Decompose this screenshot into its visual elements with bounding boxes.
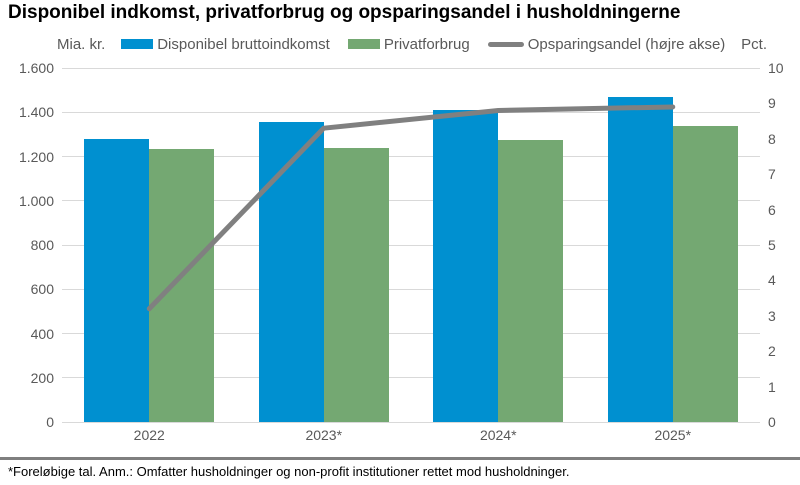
- left-axis-tick-label: 400: [30, 325, 54, 342]
- x-axis-labels: 2022 2023* 2024* 2025*: [62, 427, 760, 445]
- x-axis-category-label: 2025*: [654, 427, 692, 443]
- left-axis-tick-label: 1.400: [18, 104, 54, 121]
- left-axis-tick-label: 0: [46, 414, 54, 430]
- right-axis-tick-label: 8: [768, 130, 776, 147]
- footer-divider: [0, 457, 800, 460]
- left-axis-unit-label: Mia. kr.: [57, 35, 106, 53]
- left-axis-tick-label: 1.200: [18, 148, 54, 165]
- legend-bar-swatch: [347, 39, 380, 49]
- gridline: [62, 377, 760, 379]
- legend-item: Opsparingsandel (højre akse): [487, 35, 726, 53]
- right-axis-tick-label: 7: [768, 166, 776, 183]
- legend-item-label: Disponibel bruttoindkomst: [157, 35, 330, 53]
- footnote: *Foreløbige tal. Anm.: Omfatter husholdn…: [8, 464, 570, 479]
- left-axis-tick-label: 200: [30, 369, 54, 386]
- right-axis-tick-label: 5: [768, 237, 776, 253]
- bar-income: [433, 110, 499, 422]
- right-axis-tick-label: 2: [768, 343, 776, 360]
- x-axis-category-label: 2023*: [305, 427, 343, 443]
- left-axis-tick-label: 800: [30, 237, 54, 253]
- chart-title: Disponibel indkomst, privatforbrug og op…: [8, 2, 681, 23]
- bar-consumption: [672, 125, 738, 422]
- right-axis-tick-label: 10: [768, 60, 784, 76]
- legend: Mia. kr. Disponibel bruttoindkomst Privat…: [57, 34, 767, 54]
- legend-item: Disponibel bruttoindkomst: [121, 36, 330, 53]
- left-axis-ticks: 0 200 400 600 800 1.000 1.200 1.400 1.600: [0, 60, 54, 430]
- right-axis-tick-label: 6: [768, 201, 776, 218]
- gridline: [62, 67, 760, 69]
- x-axis-category-label: 2024*: [479, 427, 517, 443]
- legend-items: Disponibel bruttoindkomst Privatforbrug Op…: [121, 36, 725, 53]
- right-axis-tick-label: 9: [768, 95, 776, 112]
- legend-item-label: Opsparingsandel (højre akse): [527, 35, 726, 53]
- legend-item: Privatforbrug: [347, 35, 470, 53]
- bar-income: [607, 96, 673, 422]
- right-axis-ticks: 0 1 2 3 4 5 6 7 8 9 10: [768, 60, 798, 430]
- legend-bar-swatch: [121, 39, 154, 49]
- gridline: [62, 333, 760, 334]
- left-axis-tick-label: 1.000: [18, 192, 54, 209]
- gridline: [62, 111, 760, 113]
- x-axis-category-label: 2022: [133, 427, 165, 443]
- savings-rate-line: [146, 104, 676, 312]
- left-axis-tick-label: 600: [30, 281, 54, 298]
- right-axis-unit-label: Pct.: [741, 35, 767, 53]
- right-axis-tick-label: 3: [768, 307, 776, 324]
- gridline: [62, 200, 760, 202]
- left-axis-tick-label: 1.600: [18, 60, 54, 76]
- gridline: [62, 156, 760, 157]
- right-axis-tick-label: 4: [768, 272, 776, 289]
- gridline: [62, 288, 760, 290]
- bar-income: [84, 138, 150, 422]
- plot-area: [62, 67, 760, 423]
- bar-consumption: [498, 139, 564, 422]
- legend-item-label: Privatforbrug: [383, 35, 470, 53]
- bar-income: [258, 122, 324, 422]
- gridline: [62, 421, 760, 423]
- legend-line-swatch: [487, 41, 524, 47]
- right-axis-tick-label: 0: [768, 414, 776, 430]
- bar-consumption: [149, 148, 215, 422]
- bar-consumption: [323, 147, 389, 422]
- right-axis-tick-label: 1: [768, 378, 776, 395]
- gridline: [62, 244, 760, 246]
